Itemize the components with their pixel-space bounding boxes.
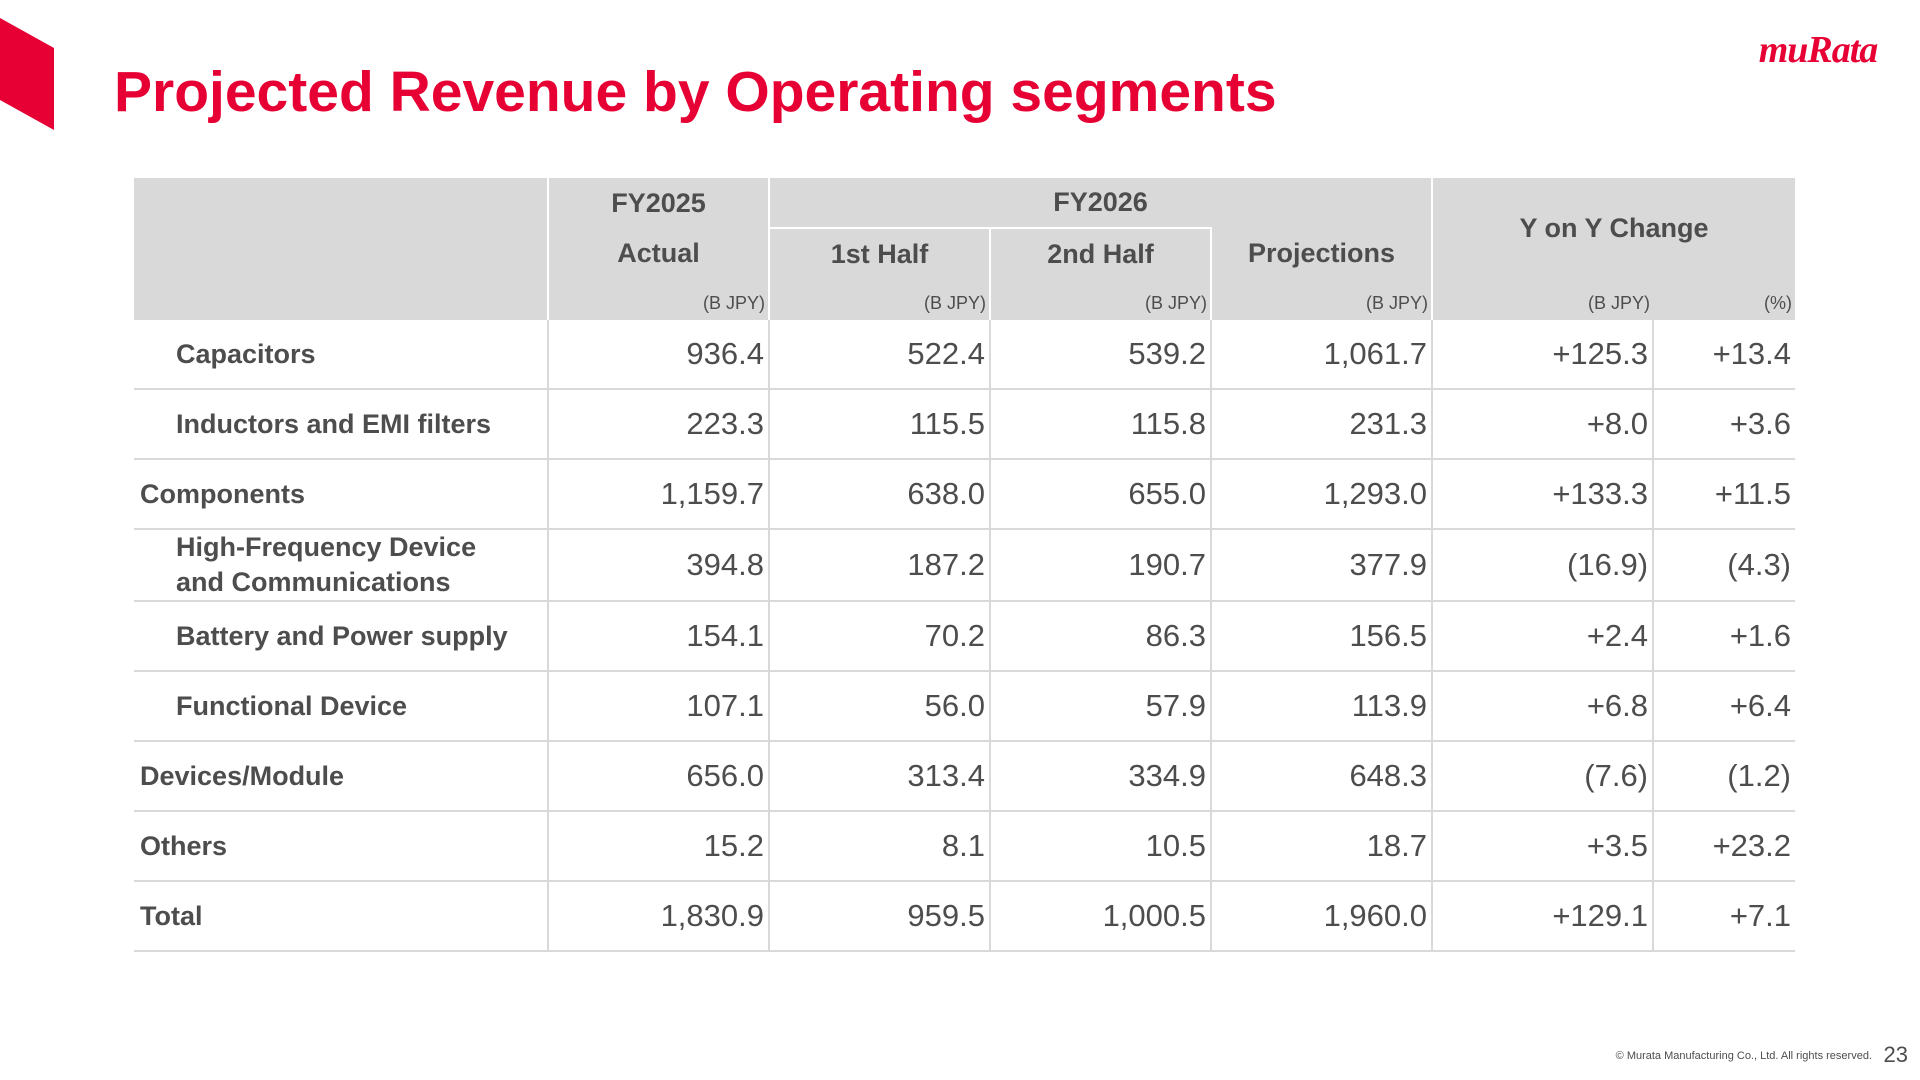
table-header: FY2025 FY2026 Y on Y Change Actual 1st H… [134,178,1796,320]
value-cell: 1,293.0 [1209,459,1433,530]
value-cell: +3.5 [1431,811,1654,882]
value-cell: 655.0 [989,459,1211,530]
value-cell: 107.1 [547,671,769,742]
table-row: High-Frequency Device and Communications 3… [134,529,1796,602]
value-cell: 1,960.0 [1209,881,1433,952]
unit-label: (B JPY) [989,279,1211,320]
value-cell: 86.3 [989,601,1211,672]
unit-label: (B JPY) [1431,279,1654,320]
value-cell: (1.2) [1652,741,1796,812]
unit-label: (B JPY) [548,279,769,320]
row-label: Devices/Module [134,741,548,812]
page-number: 23 [1883,1042,1908,1067]
copyright-notice: © Murata Manufacturing Co., Ltd. All rig… [1615,1050,1872,1062]
table-row: Capacitors 936.4 522.4 539.2 1,061.7 +125.3 +1… [134,320,1796,390]
table-row: Functional Device 107.1 56.0 57.9 113.9 +6.8 +… [134,671,1796,742]
value-cell: 18.7 [1209,811,1433,882]
row-label-line: High-Frequency Device [176,532,477,562]
row-label-line: and Communications [176,567,451,597]
value-cell: 15.2 [547,811,769,882]
revenue-table: FY2025 FY2026 Y on Y Change Actual 1st H… [134,178,1796,952]
value-cell: 223.3 [547,389,769,460]
value-cell: +8.0 [1431,389,1654,460]
header-fy2026: FY2026 [767,178,1433,228]
table-row: Total 1,830.9 959.5 1,000.5 1,960.0 +129.1 +7.… [134,881,1796,952]
unit-label: (B JPY) [1209,279,1433,320]
corner-accent-shape [0,18,54,130]
row-label: Total [134,881,548,952]
table-row: Inductors and EMI filters 223.3 115.5 115.8… [134,389,1796,460]
value-cell: +11.5 [1652,459,1796,530]
svg-text:muRata: muRata [1759,29,1879,71]
value-cell: 154.1 [547,601,769,672]
row-label: Components [134,459,548,530]
value-cell: +129.1 [1431,881,1654,952]
value-cell: 231.3 [1209,389,1433,460]
value-cell: 1,830.9 [547,881,769,952]
value-cell: (4.3) [1652,529,1796,602]
value-cell: +23.2 [1652,811,1796,882]
value-cell: 522.4 [768,320,990,390]
value-cell: +3.6 [1652,389,1796,460]
table-row: Devices/Module 656.0 313.4 334.9 648.3 (7.6)(… [134,741,1796,812]
value-cell: 113.9 [1209,671,1433,742]
table-row: Components 1,159.7 638.0 655.0 1,293.0 +133.3… [134,459,1796,530]
value-cell: 70.2 [768,601,990,672]
row-label: Capacitors [134,320,548,390]
value-cell: 56.0 [768,671,990,742]
row-label: Inductors and EMI filters [134,389,548,460]
table-row: Others 15.2 8.1 10.5 18.7 +3.5 +23.2 [134,811,1796,882]
value-cell: 638.0 [768,459,990,530]
value-cell: 1,000.5 [989,881,1211,952]
value-cell: 10.5 [989,811,1211,882]
value-cell: 115.5 [768,389,990,460]
row-label: Others [134,811,548,882]
header-second-half: 2nd Half [989,227,1211,279]
unit-label: (B JPY) [768,279,990,320]
row-label: High-Frequency Device and Communications [134,529,548,602]
value-cell: 377.9 [1209,529,1433,602]
value-cell: +125.3 [1431,320,1654,390]
header-projections: Projections [1209,228,1433,279]
row-label: Battery and Power supply [134,601,548,672]
value-cell: 156.5 [1209,601,1433,672]
value-cell: 115.8 [989,389,1211,460]
page-title: Projected Revenue by Operating segments [114,60,1277,124]
unit-label: (%) [1653,279,1796,320]
value-cell: 959.5 [768,881,990,952]
value-cell: 539.2 [989,320,1211,390]
header-first-half: 1st Half [768,227,990,279]
value-cell: +2.4 [1431,601,1654,672]
value-cell: +133.3 [1431,459,1654,530]
value-cell: 190.7 [989,529,1211,602]
value-cell: 648.3 [1209,741,1433,812]
value-cell: +13.4 [1652,320,1796,390]
value-cell: 936.4 [547,320,769,390]
header-blank-cell [134,178,549,320]
value-cell: 1,061.7 [1209,320,1433,390]
value-cell: 313.4 [768,741,990,812]
value-cell: 656.0 [547,741,769,812]
value-cell: 8.1 [768,811,990,882]
header-yoy-change: Y on Y Change [1431,178,1796,279]
table-body: Capacitors 936.4 522.4 539.2 1,061.7 +125.3 +1… [134,320,1796,952]
value-cell: +6.8 [1431,671,1654,742]
row-label: Functional Device [134,671,548,742]
table-row: Battery and Power supply 154.1 70.2 86.3 156… [134,601,1796,672]
value-cell: +6.4 [1652,671,1796,742]
value-cell: (16.9) [1431,529,1654,602]
value-cell: +7.1 [1652,881,1796,952]
header-fy2025: FY2025 [548,178,769,228]
value-cell: 1,159.7 [547,459,769,530]
murata-logo: muRata [1730,28,1906,72]
value-cell: (7.6) [1431,741,1654,812]
value-cell: 57.9 [989,671,1211,742]
value-cell: 334.9 [989,741,1211,812]
value-cell: 187.2 [768,529,990,602]
value-cell: 394.8 [547,529,769,602]
value-cell: +1.6 [1652,601,1796,672]
header-actual: Actual [548,228,769,279]
